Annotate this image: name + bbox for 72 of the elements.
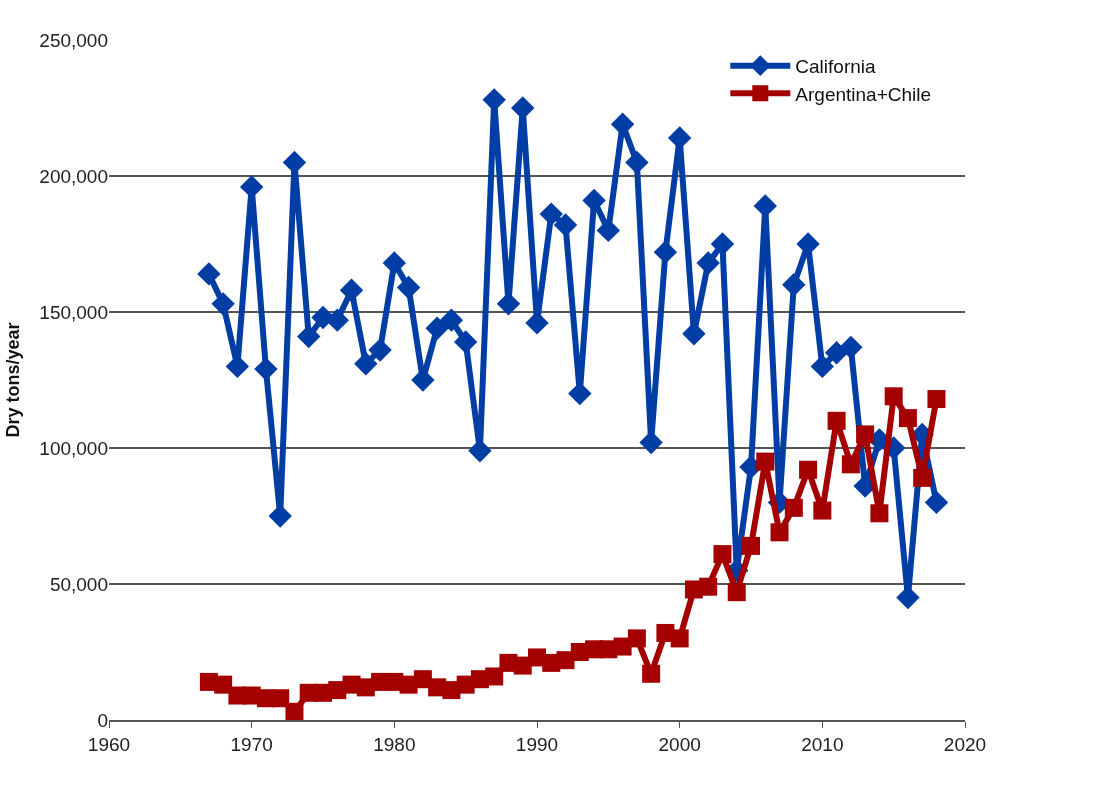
y-tick-label: 200,000 (39, 165, 108, 187)
x-tick-label: 1980 (373, 733, 416, 755)
x-tick-label: 1970 (230, 733, 273, 755)
point (827, 411, 846, 430)
point (924, 490, 949, 515)
point (696, 251, 720, 275)
legend-label: Argentina+Chile (795, 83, 932, 105)
point (214, 675, 233, 694)
point (354, 351, 378, 376)
y-tick-label: 100,000 (39, 437, 108, 459)
point (713, 545, 732, 564)
point (425, 316, 449, 341)
point (254, 357, 278, 381)
point (682, 322, 706, 346)
point (841, 455, 860, 474)
point (468, 439, 492, 463)
point (382, 251, 407, 275)
point (770, 523, 789, 542)
point (211, 292, 235, 316)
x-tick-label: 2020 (943, 733, 987, 755)
point (913, 468, 932, 487)
point (339, 278, 364, 302)
point (710, 232, 735, 256)
point (553, 213, 578, 237)
point (782, 273, 806, 297)
point (884, 387, 903, 406)
point (271, 689, 290, 708)
point (727, 583, 746, 602)
point (824, 341, 849, 365)
point (539, 202, 563, 226)
x-tick-label: 1960 (87, 733, 131, 755)
point (799, 460, 818, 479)
point (839, 335, 863, 360)
point (898, 409, 917, 428)
point (285, 702, 304, 720)
point (297, 324, 321, 349)
point (810, 354, 835, 379)
legend-label: California (795, 56, 877, 78)
point (453, 330, 478, 354)
x-tick-label: 2010 (801, 733, 844, 755)
point (670, 629, 689, 648)
point (642, 664, 661, 683)
y-tick-label: 150,000 (39, 301, 108, 323)
y-axis-title: Dry tons/year (2, 322, 23, 438)
point (870, 504, 889, 523)
point (742, 536, 760, 555)
point (396, 275, 421, 300)
point (325, 308, 349, 332)
y-tick-label: 0 (97, 709, 108, 731)
y-tick-label: 50,000 (49, 573, 108, 595)
x-tick-label: 2000 (658, 733, 701, 755)
point (856, 425, 875, 444)
point (268, 504, 292, 528)
point (756, 452, 775, 471)
y-tick-label: 250,000 (39, 29, 108, 51)
point (625, 150, 649, 175)
point (627, 629, 646, 648)
point (525, 311, 549, 335)
point (485, 667, 504, 686)
point (439, 308, 464, 332)
point (197, 262, 221, 286)
point (927, 390, 946, 409)
x-tick-label: 1990 (515, 733, 559, 755)
point (699, 577, 718, 596)
point (496, 292, 521, 316)
point (482, 88, 506, 112)
point (511, 96, 535, 120)
point (784, 498, 803, 517)
point (368, 338, 392, 362)
point (653, 240, 678, 264)
point (753, 194, 777, 218)
point (813, 501, 832, 520)
